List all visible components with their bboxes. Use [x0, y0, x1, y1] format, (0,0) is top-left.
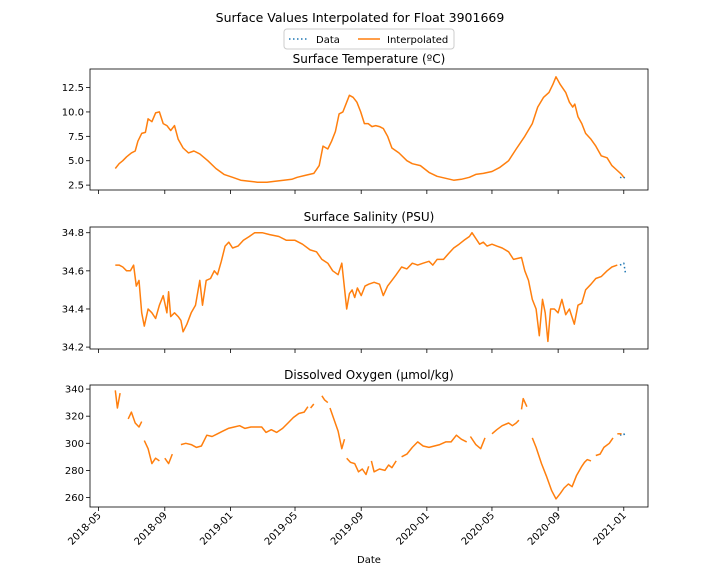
temperature-ytick-label: 7.5 — [68, 132, 84, 143]
salinity-panel: Surface Salinity (PSU) 34.2 34.4 34.6 34.8 — [62, 210, 649, 354]
oxygen-xtick-label: 2021-01 — [592, 510, 629, 547]
oxygen-xtick-label: 2020-01 — [395, 510, 432, 547]
oxygen-ytick-label: 320 — [65, 412, 84, 423]
salinity-interpolated-line — [115, 231, 618, 343]
legend-interpolated-label: Interpolated — [387, 35, 448, 46]
oxygen-interpolated-line — [401, 434, 468, 458]
oxygen-interpolated-line — [520, 397, 528, 410]
salinity-axes-frame — [89, 226, 649, 350]
oxygen-xtick-label: 2019-05 — [263, 510, 300, 547]
salinity-ytick-label: 34.2 — [62, 343, 84, 354]
oxygen-ytick-label: 260 — [65, 493, 84, 504]
oxygen-xtick-label: 2020-09 — [526, 510, 563, 547]
oxygen-interpolated-line — [329, 407, 346, 450]
oxygen-interpolated-line — [143, 440, 160, 465]
temperature-panel: Surface Temperature (ºC) 2.5 5.0 7.5 10.0 12… — [62, 52, 649, 194]
legend: Data Interpolated — [283, 28, 455, 50]
salinity-ytick-label: 34.8 — [62, 228, 84, 239]
oxygen-interpolated-line — [321, 395, 329, 404]
oxygen-xtick-label: 2020-05 — [460, 510, 497, 547]
temperature-ytick-label: 12.5 — [62, 83, 84, 94]
temperature-ytick-label: 10.0 — [62, 107, 84, 118]
oxygen-ytick-label: 340 — [65, 385, 84, 396]
oxygen-panel-title: Dissolved Oxygen (µmol/kg) — [284, 368, 454, 382]
oxygen-ytick-label: 300 — [65, 439, 84, 450]
oxygen-data-line — [619, 433, 627, 437]
oxygen-xtick-label: 2019-01 — [198, 510, 235, 547]
temperature-ytick-label: 2.5 — [68, 181, 84, 192]
temperature-panel-title: Surface Temperature (ºC) — [293, 52, 446, 66]
legend-data-label: Data — [316, 35, 340, 46]
oxygen-interpolated-line — [164, 453, 173, 465]
figure-title: Surface Values Interpolated for Float 39… — [216, 10, 505, 25]
oxygen-interpolated-line — [370, 460, 397, 473]
oxygen-interpolated-line — [469, 436, 486, 450]
oxygen-interpolated-line — [595, 437, 614, 457]
oxygen-interpolated-line — [180, 406, 309, 449]
oxygen-interpolated-line — [531, 437, 592, 500]
oxygen-xtick-label: 2018-09 — [133, 510, 170, 547]
temperature-interpolated-line — [114, 76, 625, 183]
oxygen-interpolated-line — [310, 403, 315, 409]
oxygen-interpolated-line — [114, 390, 121, 409]
oxygen-interpolated-line — [346, 457, 370, 476]
oxygen-panel: Dissolved Oxygen (µmol/kg) 260 280 300 320 3… — [65, 368, 649, 548]
oxygen-interpolated-line — [491, 419, 520, 435]
temperature-ytick-label: 5.0 — [68, 156, 84, 167]
temperature-data-line — [619, 175, 627, 180]
temperature-axes-frame — [89, 68, 649, 191]
oxygen-ytick-label: 280 — [65, 466, 84, 477]
salinity-data-line — [619, 262, 627, 273]
oxygen-xtick-label: 2019-09 — [329, 510, 366, 547]
oxygen-axes-frame — [89, 384, 649, 508]
salinity-panel-title: Surface Salinity (PSU) — [304, 210, 435, 224]
salinity-ytick-label: 34.6 — [62, 266, 84, 277]
salinity-ytick-label: 34.4 — [62, 304, 84, 315]
oxygen-xtick-label: 2018-05 — [66, 510, 103, 547]
oxygen-interpolated-line — [127, 411, 143, 428]
x-axis-label: Date — [357, 555, 381, 566]
